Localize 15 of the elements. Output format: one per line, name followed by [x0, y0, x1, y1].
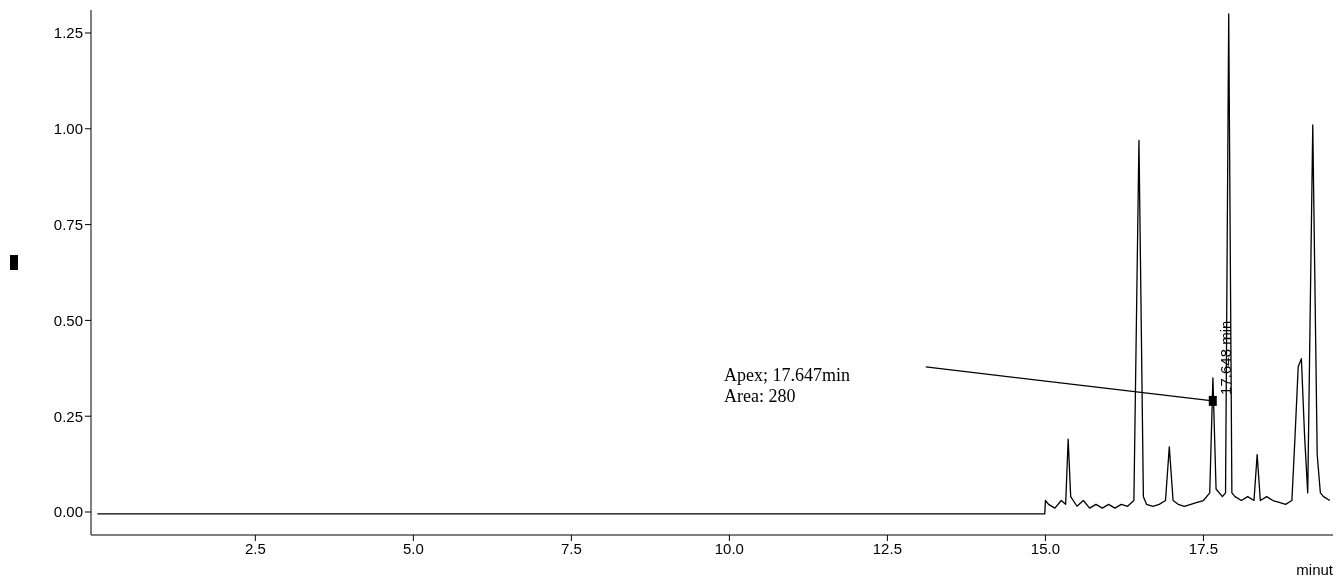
y-tick-label: 0.25: [53, 407, 83, 425]
x-tick-label: 15.0: [1030, 539, 1061, 557]
y-tick-label: 0.50: [53, 311, 83, 329]
x-tick-label: 12.5: [872, 539, 902, 557]
x-tick-label: 2.5: [244, 539, 266, 557]
y-tick-label: 1.25: [53, 24, 83, 42]
y-tick-label: 1.00: [53, 120, 83, 138]
y-tick-label: 0.00: [53, 503, 83, 521]
x-tick-label: 5.0: [402, 539, 424, 557]
x-tick-label: 17.5: [1188, 539, 1219, 557]
annotation: Apex; 17.647min Area: 280: [724, 365, 850, 407]
y-tick-label: 0.75: [53, 215, 83, 233]
x-tick-label: 10.0: [714, 539, 744, 557]
x-axis-title: minut: [1296, 561, 1334, 578]
x-tick-label: 7.5: [560, 539, 582, 557]
